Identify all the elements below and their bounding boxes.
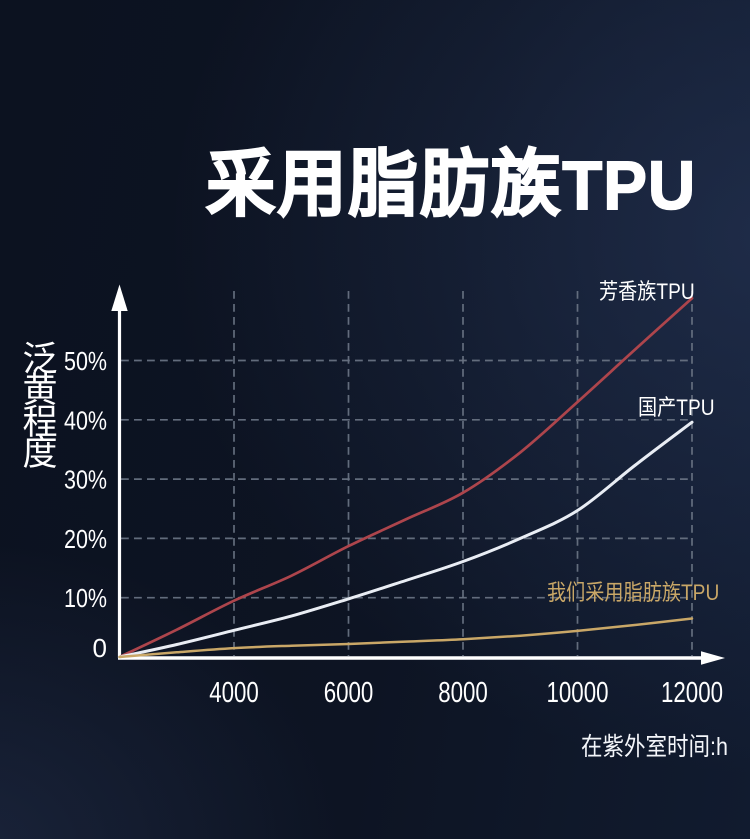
- y-axis-title: 泛黄程度: [22, 340, 58, 474]
- series-curve-our-aliphatic-tpu: [118, 617, 694, 659]
- series-label-domestic-tpu: 国产TPU: [638, 395, 715, 420]
- x-tick-label: 6000: [324, 677, 374, 709]
- x-tick-label: 8000: [438, 677, 488, 709]
- y-tick-label: 50%: [64, 346, 107, 376]
- series-curve-aromatic-tpu: [118, 296, 694, 659]
- x-tick-label: 4000: [209, 677, 259, 709]
- x-axis-title: 在紫外室时间:h: [581, 733, 728, 761]
- y-tick-label: 30%: [64, 465, 107, 495]
- x-tick-label: 12000: [661, 677, 723, 709]
- series-curve-domestic-tpu: [118, 420, 694, 659]
- series-label-our-aliphatic-tpu: 我们采用脂肪族TPU: [547, 580, 720, 605]
- x-tick-label: 10000: [547, 677, 609, 709]
- y-tick-label: 20%: [64, 524, 107, 554]
- x-axis-arrow-icon: [701, 651, 725, 665]
- y-tick-label: 10%: [64, 583, 107, 613]
- page-title-cjk: 采用脂肪族: [205, 143, 563, 226]
- y-tick-label: 40%: [64, 405, 107, 435]
- y-tick-label: 0: [93, 633, 107, 663]
- page-title: 采用脂肪族TPU: [205, 125, 697, 231]
- y-axis-arrow-icon: [111, 284, 128, 311]
- page-title-latin: TPU: [561, 146, 697, 225]
- series-label-aromatic-tpu: 芳香族TPU: [599, 279, 695, 304]
